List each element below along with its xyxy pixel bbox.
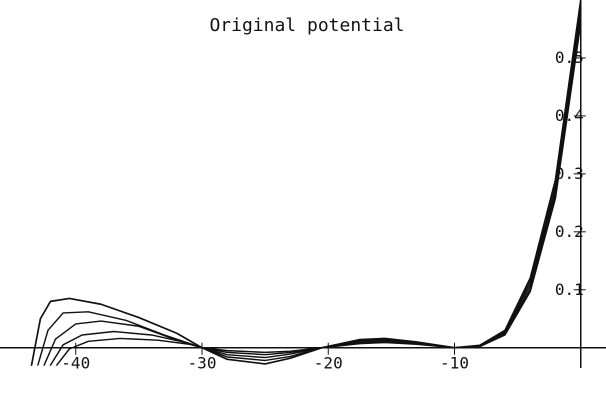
series-layer (30, 0, 582, 366)
potential-curve-1 (30, 0, 582, 366)
x-tick-label: -20 (314, 354, 343, 373)
potential-curve-4 (49, 16, 582, 366)
y-tick-label: 0.3 (555, 164, 584, 183)
x-tick-label: -40 (61, 354, 90, 373)
y-tick-label: 0.5 (555, 48, 584, 67)
potential-curve-5 (56, 22, 582, 366)
x-tick-label: -10 (440, 354, 469, 373)
potential-curve-3 (43, 10, 582, 366)
chart-title: Original potential (209, 15, 404, 36)
y-tick-label: 0.2 (555, 222, 584, 241)
y-tick-label: 0.1 (555, 280, 584, 299)
y-tick-label: 0.4 (555, 106, 584, 125)
x-tick-label: -30 (188, 354, 217, 373)
label-layer: -40 -30 -20 -10 0.1 0.2 0.3 0.4 0.5 Original pote… (61, 15, 583, 373)
potential-curve-2 (37, 5, 582, 366)
